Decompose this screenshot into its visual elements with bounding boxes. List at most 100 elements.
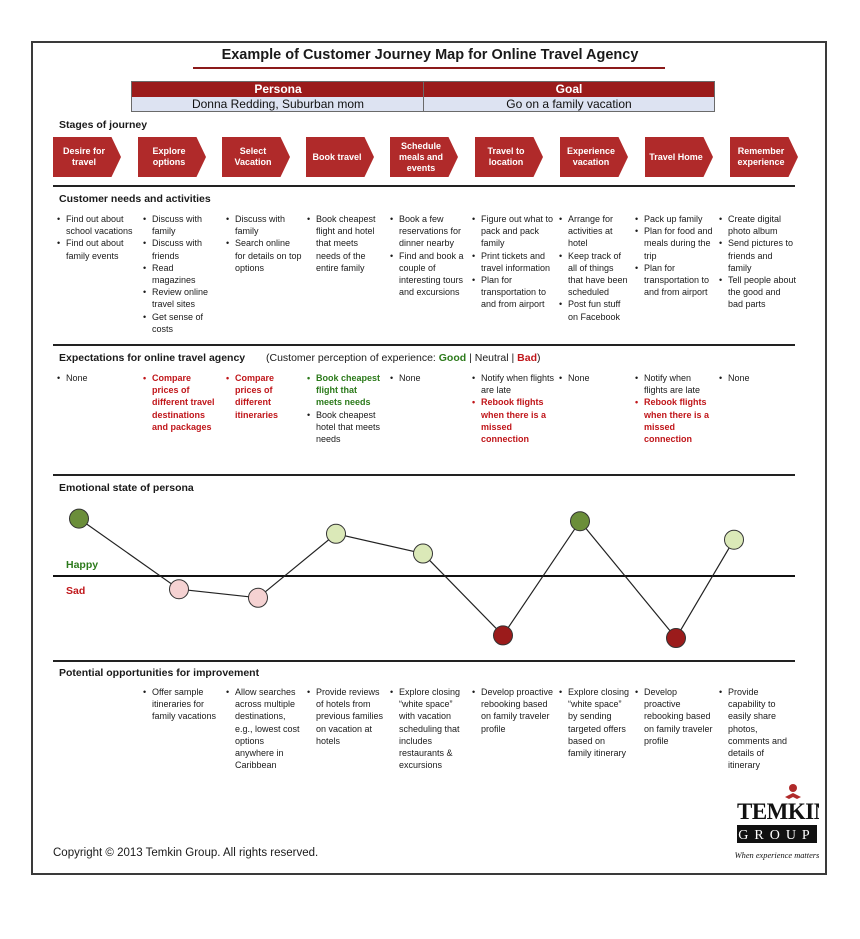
list-item: Provide reviews of hotels from previous … (307, 686, 385, 747)
list-item: Post fun stuff on Facebook (559, 298, 631, 322)
list-item: Get sense of costs (143, 311, 219, 335)
needs-title: Customer needs and activities (59, 193, 211, 205)
legend-suffix: ) (537, 352, 541, 364)
list-item: Notify when flights are late (635, 372, 715, 396)
stage-column: Book a few reservations for dinner nearb… (390, 213, 466, 298)
list-item: Book cheapest flight that meets needs (307, 372, 385, 409)
list-item: Discuss with friends (143, 237, 219, 261)
stage-column: None (559, 372, 631, 384)
stage-chevron: Travel to location (475, 137, 543, 177)
stage-column: Pack up familyPlan for food and meals du… (635, 213, 715, 298)
list-item: Keep track of all of things that have be… (559, 250, 631, 299)
stage-column: Explore closing “white space” with vacat… (390, 686, 466, 771)
list-item: Provide capability to easily share photo… (719, 686, 797, 771)
list-item: Compare prices of different travel desti… (143, 372, 219, 433)
stage-column: Explore closing “white space” by sending… (559, 686, 631, 759)
stage-column: None (390, 372, 466, 384)
stage-column: Provide capability to easily share photo… (719, 686, 797, 771)
list-item: Compare prices of different itineraries (226, 372, 302, 421)
stage-column: Figure out what to pack and pack familyP… (472, 213, 556, 311)
emotion-point (724, 529, 744, 550)
legend-prefix: (Customer perception of experience: (266, 352, 439, 364)
stage-chevron: Experience vacation (560, 137, 628, 177)
persona-value: Donna Redding, Suburban mom (131, 97, 425, 112)
stage-column: Arrange for activities at hotelKeep trac… (559, 213, 631, 323)
list-item: None (559, 372, 631, 384)
emotion-point (169, 579, 189, 600)
list-item: Notify when flights are late (472, 372, 556, 396)
list-item: Explore closing “white space” with vacat… (390, 686, 466, 771)
emotion-point (413, 543, 433, 564)
list-item: Develop proactive rebooking based on fam… (635, 686, 715, 747)
stage-column: Find out about school vacationsFind out … (57, 213, 135, 262)
legend-neutral: | Neutral | (466, 352, 518, 364)
stage-chevron: Explore options (138, 137, 206, 177)
list-item: Discuss with family (143, 213, 219, 237)
list-item: None (57, 372, 135, 384)
stages-rule (53, 185, 795, 187)
list-item: Rebook flights when there is a missed co… (635, 396, 715, 445)
legend-bad: Bad (517, 352, 538, 364)
emotion-point (248, 587, 268, 608)
logo-word: TEMKIN (737, 799, 819, 824)
list-item: Plan for food and meals during the trip (635, 225, 715, 262)
goal-value: Go on a family vacation (423, 97, 715, 112)
emotion-point (326, 523, 346, 544)
stage-column: Notify when flights are lateRebook fligh… (472, 372, 556, 445)
stage-column: Develop proactive rebooking based on fam… (472, 686, 556, 735)
list-item: Rebook flights when there is a missed co… (472, 396, 556, 445)
stage-column: Develop proactive rebooking based on fam… (635, 686, 715, 747)
list-item: Review online travel sites (143, 286, 219, 310)
sad-label: Sad (66, 585, 86, 597)
list-item: Develop proactive rebooking based on fam… (472, 686, 556, 735)
list-item: None (719, 372, 797, 384)
opportunities-title: Potential opportunities for improvement (59, 667, 260, 679)
stage-column: Create digital photo albumSend pictures … (719, 213, 797, 311)
list-item: Read magazines (143, 262, 219, 286)
stage-column: Compare prices of different travel desti… (143, 372, 219, 433)
list-item: Arrange for activities at hotel (559, 213, 631, 250)
stages-title: Stages of journey (59, 119, 148, 131)
goal-header: Goal (423, 81, 715, 98)
list-item: Book cheapest hotel that meets needs (307, 409, 385, 446)
copyright: Copyright © 2013 Temkin Group. All right… (53, 847, 319, 859)
stage-column: Book cheapest flight and hotel that meet… (307, 213, 385, 274)
happy-label: Happy (66, 559, 99, 571)
list-item: Explore closing “white space” by sending… (559, 686, 631, 759)
stage-chevron: Book travel (306, 137, 374, 177)
stage-column: None (57, 372, 135, 384)
list-item: Book cheapest flight and hotel that meet… (307, 213, 385, 274)
emotion-chart (53, 508, 795, 649)
emotion-point (69, 508, 89, 529)
list-item: Figure out what to pack and pack family (472, 213, 556, 250)
emotion-point (570, 511, 590, 532)
list-item: Plan for transportation to and from airp… (635, 262, 715, 299)
emotion-point (666, 628, 686, 649)
stage-chevron: Schedule meals and events (390, 137, 458, 177)
list-item: Pack up family (635, 213, 715, 225)
list-item: Discuss with family (226, 213, 302, 237)
emotion-rule (53, 660, 795, 662)
needs-rule (53, 344, 795, 346)
list-item: Find out about school vacations (57, 213, 135, 237)
stage-chevron: Remember experience (730, 137, 798, 177)
list-item: Find out about family events (57, 237, 135, 261)
stage-column: Notify when flights are lateRebook fligh… (635, 372, 715, 445)
stage-column: Discuss with familyDiscuss with friendsR… (143, 213, 219, 335)
stage-column: None (719, 372, 797, 384)
list-item: Tell people about the good and bad parts (719, 274, 797, 311)
stage-chevron: Travel Home (645, 137, 713, 177)
list-item: Print tickets and travel information (472, 250, 556, 274)
logo-sub: GROUP (738, 828, 815, 843)
expectations-rule (53, 474, 795, 476)
stage-column: Compare prices of different itineraries (226, 372, 302, 421)
list-item: None (390, 372, 466, 384)
temkin-group-logo: TEMKIN GROUP When experience matters (735, 784, 819, 860)
emotion-line (78, 518, 735, 640)
list-item: Offer sample itineraries for family vaca… (143, 686, 219, 723)
stage-chevron: Select Vacation (222, 137, 290, 177)
list-item: Search online for details on top options (226, 237, 302, 274)
expectations-title: Expectations for online travel agency (59, 352, 246, 364)
perception-legend: (Customer perception of experience: Good… (266, 352, 541, 364)
emotion-point (493, 625, 513, 646)
